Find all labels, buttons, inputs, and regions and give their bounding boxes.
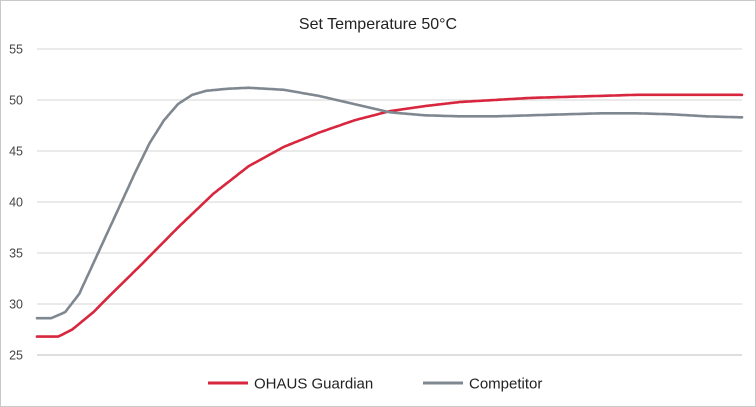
series-layer — [35, 86, 744, 338]
series-line-competitor — [35, 86, 744, 320]
chart-title: Set Temperature 50°C — [299, 16, 457, 33]
legend: OHAUS Guardian Competitor — [208, 376, 542, 393]
y-tick-label-50: 50 — [9, 94, 23, 108]
y-tick-label-40: 40 — [9, 196, 23, 210]
legend-label-ohaus-guardian: OHAUS Guardian — [254, 376, 373, 393]
y-tick-label-45: 45 — [9, 145, 23, 159]
y-tick-label-55: 55 — [9, 43, 23, 57]
y-tick-label-35: 35 — [9, 247, 23, 261]
y-tick-label-30: 30 — [9, 298, 23, 312]
y-tick-labels: 25 30 35 40 45 50 55 — [9, 43, 23, 363]
legend-label-competitor: Competitor — [469, 376, 542, 393]
series-line-ohaus-guardian — [35, 93, 744, 338]
y-tick-label-25: 25 — [9, 349, 23, 363]
